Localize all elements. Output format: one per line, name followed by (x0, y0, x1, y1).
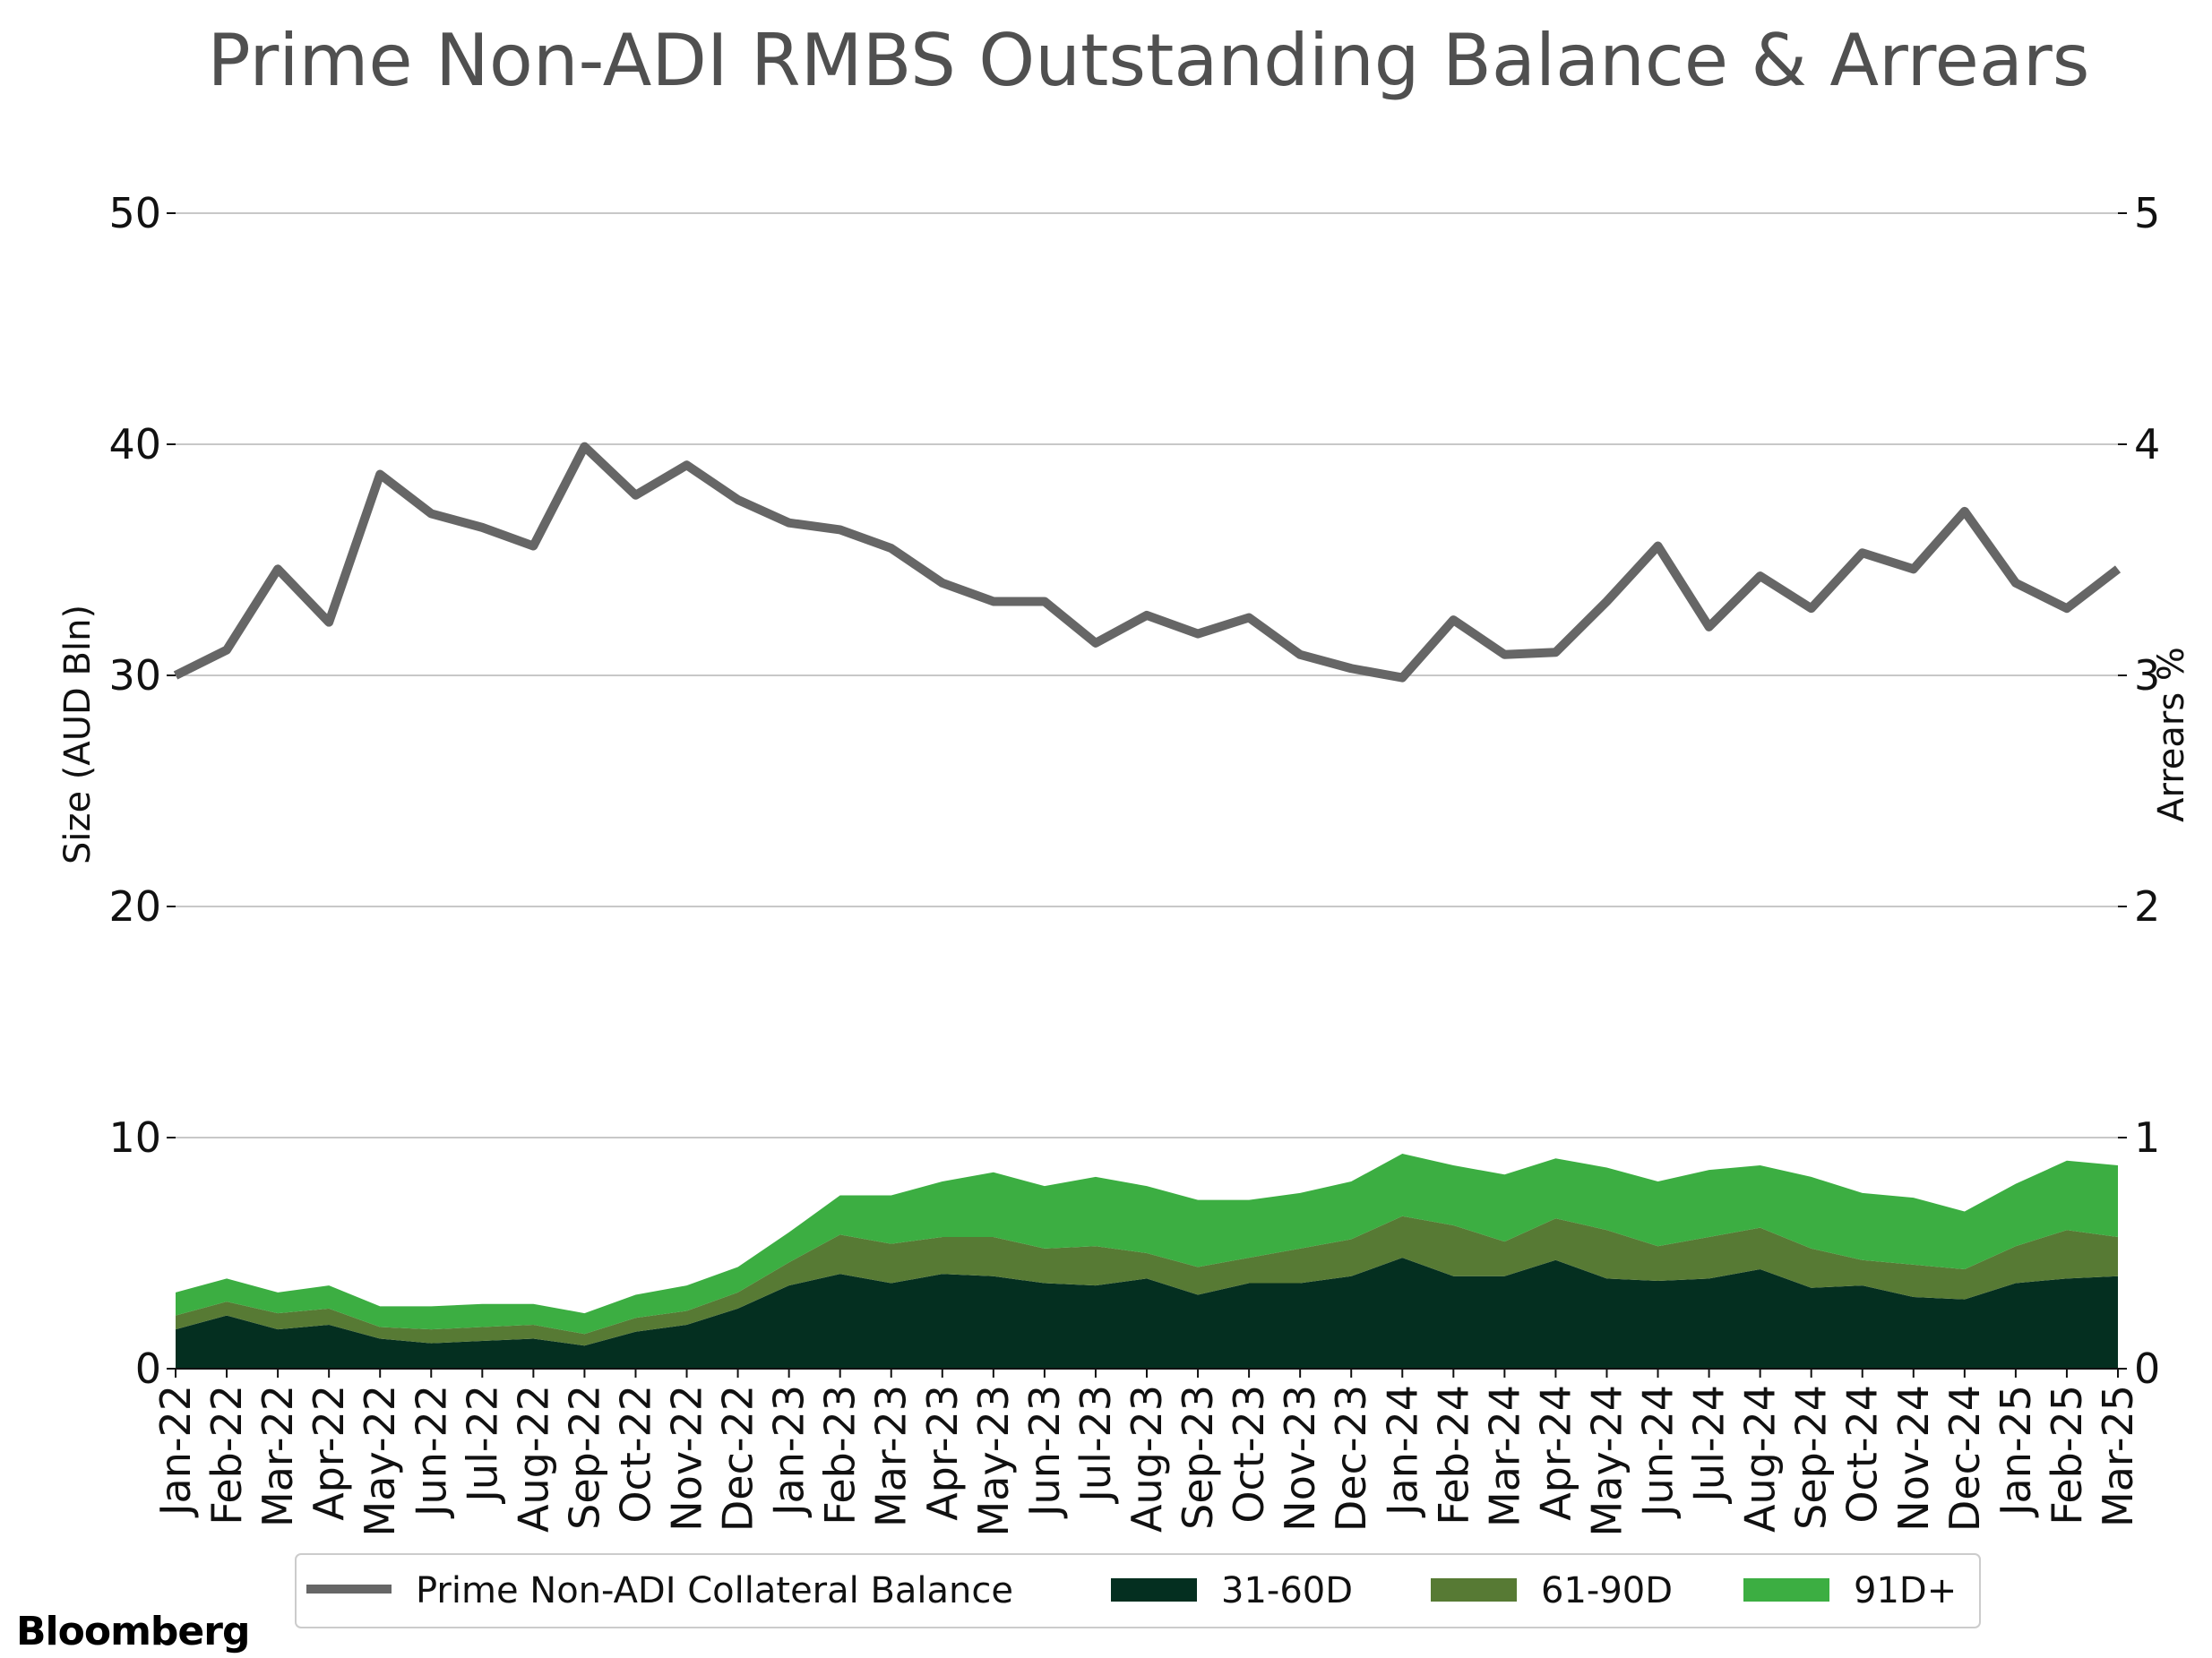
x-tick-label: Jul-22 (458, 1385, 506, 1505)
x-tick-label: Feb-25 (2043, 1385, 2091, 1525)
x-tick-label: Jun-24 (1634, 1385, 1683, 1519)
x-tick-label: Oct-24 (1838, 1385, 1887, 1524)
legend-label-balance: Prime Non-ADI Collateral Balance (416, 1570, 1013, 1611)
legend-swatch-31-60d (1111, 1578, 1197, 1602)
x-tick-label: Jun-23 (1020, 1385, 1069, 1519)
x-tick-label: May-22 (356, 1385, 404, 1536)
left-axis-title: Size (AUD Bln) (57, 605, 99, 864)
gridlines (176, 212, 2118, 1138)
x-tick-label: Mar-22 (254, 1385, 302, 1527)
right-axis-title: Arrears % (2151, 647, 2192, 822)
legend-label-31-60d: 31-60D (1221, 1570, 1353, 1611)
x-tick-label: Nov-23 (1276, 1385, 1324, 1532)
x-tick-label: Jul-24 (1685, 1385, 1734, 1505)
left-y-tick-label: 30 (108, 651, 161, 700)
x-tick-label: Feb-24 (1429, 1385, 1477, 1525)
x-tick-label: Nov-24 (1889, 1385, 1938, 1532)
legend-label-61-90d: 61-90D (1541, 1570, 1673, 1611)
x-tick-label: Jun-22 (407, 1385, 455, 1519)
left-y-tick-label: 20 (108, 882, 161, 931)
x-tick-label: Jan-25 (1992, 1385, 2040, 1518)
right-y-tick-label: 4 (2134, 420, 2160, 468)
x-tick-label: Aug-23 (1123, 1385, 1171, 1533)
legend: Prime Non-ADI Collateral Balance 31-60D … (295, 1553, 1981, 1628)
right-y-tick-label: 5 (2134, 189, 2160, 237)
right-y-tick-label: 3 (2134, 651, 2160, 700)
left-y-tick-label: 40 (108, 420, 161, 468)
x-tick-label: Sep-23 (1174, 1385, 1222, 1530)
x-tick-label: May-23 (969, 1385, 1018, 1536)
x-tick-label: Apr-24 (1531, 1385, 1579, 1521)
right-y-tick-label: 2 (2134, 882, 2160, 931)
x-tick-label: Sep-24 (1787, 1385, 1836, 1530)
left-y-tick-label: 50 (108, 189, 161, 237)
right-y-tick-label: 1 (2134, 1113, 2160, 1162)
legend-swatch-61-90d (1431, 1578, 1517, 1602)
right-y-tick-label: 0 (2134, 1344, 2160, 1393)
x-tick-label: Oct-22 (611, 1385, 659, 1524)
x-tick-label: Oct-23 (1225, 1385, 1273, 1524)
balance-line-layer (173, 442, 2122, 683)
x-tick-label: Dec-24 (1941, 1385, 1989, 1532)
area-31-60d (176, 1258, 2118, 1369)
balance-line (173, 442, 2122, 683)
x-tick-label: Feb-22 (202, 1385, 251, 1525)
x-tick-label: Dec-23 (1327, 1385, 1375, 1532)
x-tick-label: Jan-24 (1378, 1385, 1426, 1518)
left-y-tick-label: 10 (108, 1113, 161, 1162)
x-tick-label: Apr-22 (305, 1385, 353, 1521)
left-y-tick-label: 0 (135, 1344, 161, 1393)
x-tick-label: Apr-23 (918, 1385, 967, 1521)
x-tick-label: Sep-22 (560, 1385, 608, 1530)
legend-swatch-91d-plus (1743, 1578, 1829, 1602)
x-tick-label: May-24 (1582, 1385, 1631, 1536)
x-tick-label: Mar-24 (1480, 1385, 1528, 1527)
bloomberg-logo: Bloomberg (16, 1609, 249, 1654)
x-tick-label: Feb-23 (816, 1385, 865, 1525)
x-tick-label: Aug-22 (509, 1385, 557, 1533)
x-tick-label: Jan-22 (151, 1385, 200, 1518)
area-91d- (176, 1154, 2118, 1335)
x-tick-label: Dec-22 (714, 1385, 762, 1532)
x-tick-label: Mar-23 (867, 1385, 916, 1527)
x-tick-label: Jan-23 (765, 1385, 813, 1518)
legend-label-91d-plus: 91D+ (1854, 1570, 1957, 1611)
arrears-areas (176, 1154, 2118, 1369)
x-tick-label: Jul-23 (1072, 1385, 1120, 1505)
x-tick-label: Aug-24 (1736, 1385, 1785, 1533)
x-tick-label: Mar-25 (2094, 1385, 2142, 1527)
area-61-90d (176, 1216, 2118, 1346)
chart-title: Prime Non-ADI RMBS Outstanding Balance &… (208, 19, 2090, 102)
x-tick-label: Nov-22 (663, 1385, 711, 1532)
